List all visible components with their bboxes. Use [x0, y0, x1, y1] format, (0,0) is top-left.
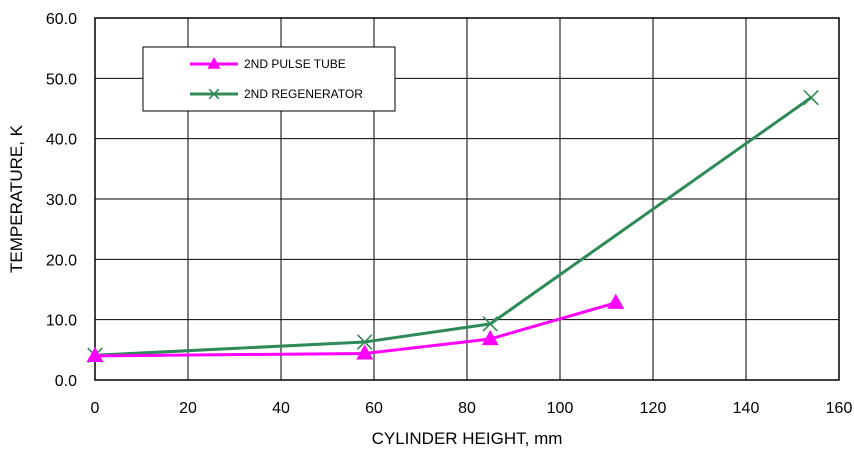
y-tick-label: 10.0	[46, 313, 77, 330]
legend-label: 2ND PULSE TUBE	[244, 57, 346, 71]
x-tick-label: 120	[640, 400, 667, 417]
y-tick-label: 30.0	[46, 192, 77, 209]
data-point	[481, 329, 499, 346]
legend-marker	[207, 56, 221, 69]
legend-label: 2ND REGENERATOR	[244, 87, 363, 101]
series-2nd-regenerator	[87, 89, 819, 364]
legend-entries: 2ND PULSE TUBE 2ND REGENERATOR	[190, 56, 363, 101]
data-point	[356, 344, 374, 360]
x-tick-labels: 0 20 40 60 80 100 120 140 160	[91, 400, 853, 417]
legend-entry: 2ND REGENERATOR	[190, 87, 363, 101]
y-tick-label: 20.0	[46, 252, 77, 269]
x-tick-label: 60	[365, 400, 383, 417]
data-point	[607, 293, 625, 309]
y-tick-label: 0.0	[55, 373, 77, 390]
x-tick-label: 100	[547, 400, 574, 417]
x-tick-label: 0	[91, 400, 100, 417]
data-point	[86, 346, 104, 362]
data-point	[803, 89, 819, 106]
series-line	[94, 96, 812, 357]
data-point	[482, 316, 499, 332]
x-tick-label: 140	[733, 400, 760, 417]
legend-box	[142, 46, 396, 112]
x-tick-label: 20	[179, 400, 197, 417]
y-tick-label: 40.0	[46, 132, 77, 149]
series-2nd-pulse-tube	[86, 293, 625, 362]
series-line	[94, 301, 617, 358]
y-tick-label: 50.0	[46, 71, 77, 88]
x-tick-label: 40	[272, 400, 290, 417]
x-tick-label: 160	[826, 400, 853, 417]
y-tick-label: 60.0	[46, 11, 77, 28]
legend-marker	[208, 88, 220, 100]
y-axis-title: TEMPERATURE, K	[7, 124, 26, 273]
y-tick-labels: 0.0 10.0 20.0 30.0 40.0 50.0 60.0	[46, 11, 77, 390]
x-axis-title: CYLINDER HEIGHT, mm	[372, 429, 563, 448]
legend: 2ND PULSE TUBE 2ND REGENERATOR	[142, 46, 396, 112]
legend-entry: 2ND PULSE TUBE	[190, 56, 346, 71]
data-point	[356, 334, 373, 350]
plot-frame	[94, 17, 840, 381]
series-layer	[86, 89, 819, 364]
x-tick-label: 80	[458, 400, 476, 417]
